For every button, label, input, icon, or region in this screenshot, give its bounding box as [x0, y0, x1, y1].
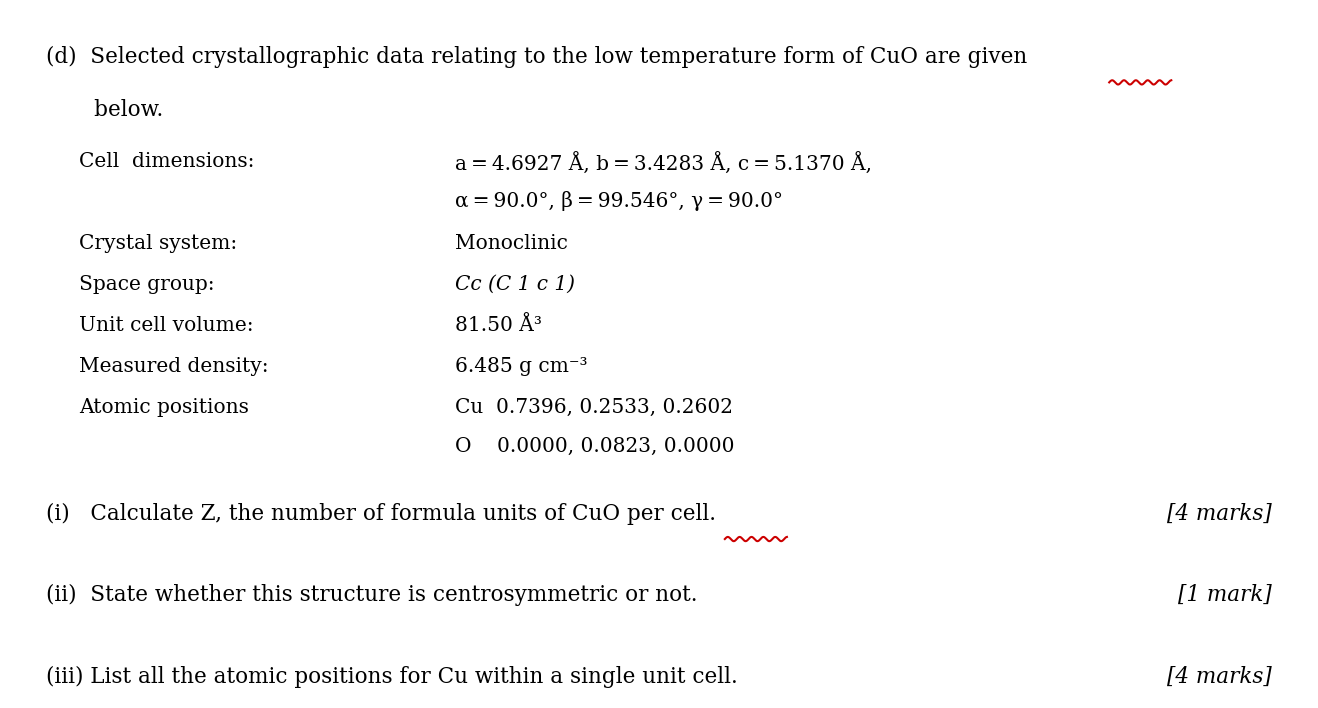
- Text: (d)  Selected crystallographic data relating to the low temperature form of CuO : (d) Selected crystallographic data relat…: [46, 46, 1027, 68]
- Text: (i)   Calculate Z, the number of formula units of CuO per cell.: (i) Calculate Z, the number of formula u…: [46, 503, 716, 525]
- Text: Atomic positions: Atomic positions: [79, 398, 249, 417]
- Text: Measured density:: Measured density:: [79, 357, 269, 376]
- Text: [4 marks]: [4 marks]: [1168, 666, 1272, 687]
- Text: O    0.0000, 0.0823, 0.0000: O 0.0000, 0.0823, 0.0000: [455, 437, 734, 456]
- Text: 6.485 g cm⁻³: 6.485 g cm⁻³: [455, 357, 588, 376]
- Text: α = 90.0°, β = 99.546°, γ = 90.0°: α = 90.0°, β = 99.546°, γ = 90.0°: [455, 191, 783, 211]
- Text: [4 marks]: [4 marks]: [1168, 503, 1272, 525]
- Text: below.: below.: [46, 99, 163, 121]
- Text: Cu  0.7396, 0.2533, 0.2602: Cu 0.7396, 0.2533, 0.2602: [455, 398, 733, 417]
- Text: [1 mark]: [1 mark]: [1178, 584, 1272, 606]
- Text: Cell  dimensions:: Cell dimensions:: [79, 152, 254, 171]
- Text: 81.50 Å³: 81.50 Å³: [455, 316, 542, 335]
- Text: (ii)  State whether this structure is centrosymmetric or not.: (ii) State whether this structure is cen…: [46, 584, 697, 606]
- Text: a = 4.6927 Å, b = 3.4283 Å, c = 5.1370 Å,: a = 4.6927 Å, b = 3.4283 Å, c = 5.1370 Å…: [455, 152, 871, 174]
- Text: Crystal system:: Crystal system:: [79, 234, 237, 253]
- Text: Monoclinic: Monoclinic: [455, 234, 568, 253]
- Text: Space group:: Space group:: [79, 275, 215, 294]
- Text: (iii) List all the atomic positions for Cu within a single unit cell.: (iii) List all the atomic positions for …: [46, 666, 738, 687]
- Text: Unit cell volume:: Unit cell volume:: [79, 316, 253, 335]
- Text: Cc (C 1 c 1): Cc (C 1 c 1): [455, 275, 575, 294]
